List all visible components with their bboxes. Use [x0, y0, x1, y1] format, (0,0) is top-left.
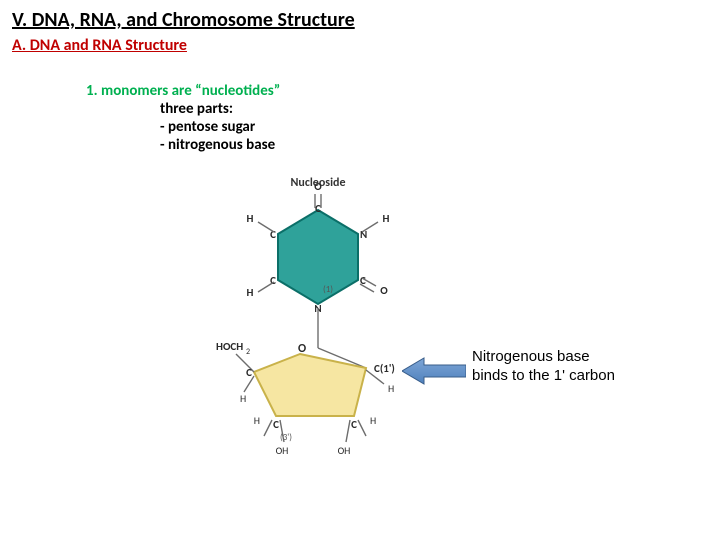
- svg-text:OH: OH: [338, 444, 351, 457]
- subpoint-three-parts: three parts:: [160, 100, 233, 118]
- nucleoside-diagram: Nucleoside C N C N C C O O H H: [188, 172, 448, 492]
- svg-text:C: C: [315, 202, 321, 215]
- svg-text:H: H: [383, 212, 390, 225]
- svg-text:H: H: [247, 286, 254, 299]
- svg-text:C: C: [246, 366, 252, 379]
- left-arrow-icon: [402, 356, 466, 386]
- main-title: V. DNA, RNA, and Chromosome Structure: [12, 8, 355, 32]
- svg-text:C: C: [351, 418, 357, 431]
- svg-text:C: C: [270, 274, 276, 287]
- svg-text:C(1'): C(1'): [374, 362, 395, 375]
- svg-text:(1): (1): [323, 284, 333, 295]
- section-subtitle: A. DNA and RNA Structure: [12, 36, 187, 55]
- svg-text:(3'): (3'): [280, 432, 292, 443]
- svg-text:O: O: [314, 180, 322, 193]
- svg-text:O: O: [380, 284, 388, 297]
- annotation-line-1: Nitrogenous base: [472, 348, 590, 365]
- subpoint-nitrogenous: - nitrogenous base: [160, 136, 275, 154]
- svg-text:H: H: [247, 212, 254, 225]
- subpoint-pentose: - pentose sugar: [160, 118, 255, 136]
- pentagon-fill: [254, 354, 366, 416]
- svg-text:C: C: [273, 418, 279, 431]
- svg-text:H: H: [388, 382, 394, 395]
- svg-text:OH: OH: [276, 444, 289, 457]
- svg-text:O: O: [298, 342, 306, 356]
- callout-arrow: [402, 356, 466, 386]
- svg-text:H: H: [254, 414, 260, 427]
- svg-text:2: 2: [246, 347, 250, 357]
- svg-text:H: H: [370, 414, 376, 427]
- annotation-text: Nitrogenous base binds to the 1' carbon: [472, 348, 615, 386]
- svg-text:HOCH: HOCH: [216, 340, 243, 353]
- hexagon-fill: [278, 210, 358, 304]
- svg-text:H: H: [240, 392, 246, 405]
- hexagon-base: C N C N C C O O H H H (1): [247, 180, 390, 315]
- point-1: 1. monomers are “nucleotides”: [86, 82, 280, 100]
- annotation-line-2: binds to the 1' carbon: [472, 367, 615, 384]
- pentose-sugar: O HOCH 2 C C C C(1') H H H OH H OH: [216, 340, 395, 457]
